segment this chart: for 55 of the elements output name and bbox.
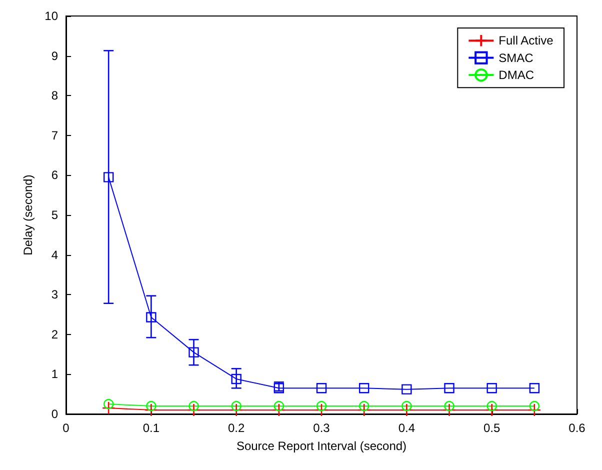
- y-axis-title: Delay (second): [20, 174, 35, 256]
- y-tick-label: 6: [51, 168, 58, 182]
- point: [358, 400, 370, 412]
- point: [529, 383, 540, 394]
- point: [358, 383, 370, 394]
- y-tick-label: 4: [51, 248, 58, 262]
- y-tick-label: 2: [51, 327, 58, 342]
- y-tick-label: 5: [51, 208, 58, 222]
- y-tick-label: 10: [44, 9, 58, 23]
- y-tick-label: 9: [51, 48, 58, 63]
- point: [444, 400, 454, 412]
- x-tick-label: 0.5: [483, 421, 500, 435]
- point: [316, 383, 327, 394]
- point: [230, 403, 243, 417]
- point: [402, 384, 412, 394]
- y-tick-label: 8: [51, 88, 58, 103]
- point: [188, 347, 199, 358]
- x-tick-label: 0: [62, 421, 70, 435]
- legend-label: SMAC: [498, 50, 534, 65]
- legend-label: Full Active: [498, 34, 554, 48]
- point: [187, 403, 200, 417]
- y-tick-label: 3: [51, 288, 58, 302]
- point: [231, 374, 242, 384]
- point: [103, 398, 114, 410]
- y-tick-label: 1: [51, 367, 58, 382]
- point: [144, 403, 158, 417]
- point: [485, 403, 498, 417]
- y-tick-label: 7: [51, 128, 58, 142]
- x-tick-label: 0.4: [398, 421, 416, 435]
- point: [103, 172, 114, 182]
- point: [400, 403, 414, 417]
- x-tick-label: 0.1: [142, 421, 160, 435]
- point: [357, 403, 371, 417]
- point: [402, 400, 412, 412]
- point: [444, 383, 454, 394]
- point: [231, 400, 242, 412]
- x-tick-label: 0.3: [313, 421, 330, 435]
- point: [102, 401, 116, 415]
- point: [146, 400, 156, 412]
- point: [528, 403, 542, 417]
- legend-label: DMAC: [498, 68, 534, 82]
- point: [188, 400, 199, 412]
- x-axis-title: Source Report Interval (second): [236, 439, 407, 453]
- point: [529, 400, 540, 412]
- point: [314, 403, 328, 417]
- point: [442, 403, 456, 417]
- point: [274, 400, 284, 412]
- x-tick-label: 0.6: [568, 421, 586, 435]
- y-tick-label: 0: [51, 407, 58, 421]
- point: [272, 403, 286, 417]
- point: [486, 400, 497, 412]
- point: [146, 312, 156, 322]
- point: [486, 383, 497, 394]
- point: [316, 400, 327, 412]
- x-tick-label: 0.2: [228, 421, 245, 435]
